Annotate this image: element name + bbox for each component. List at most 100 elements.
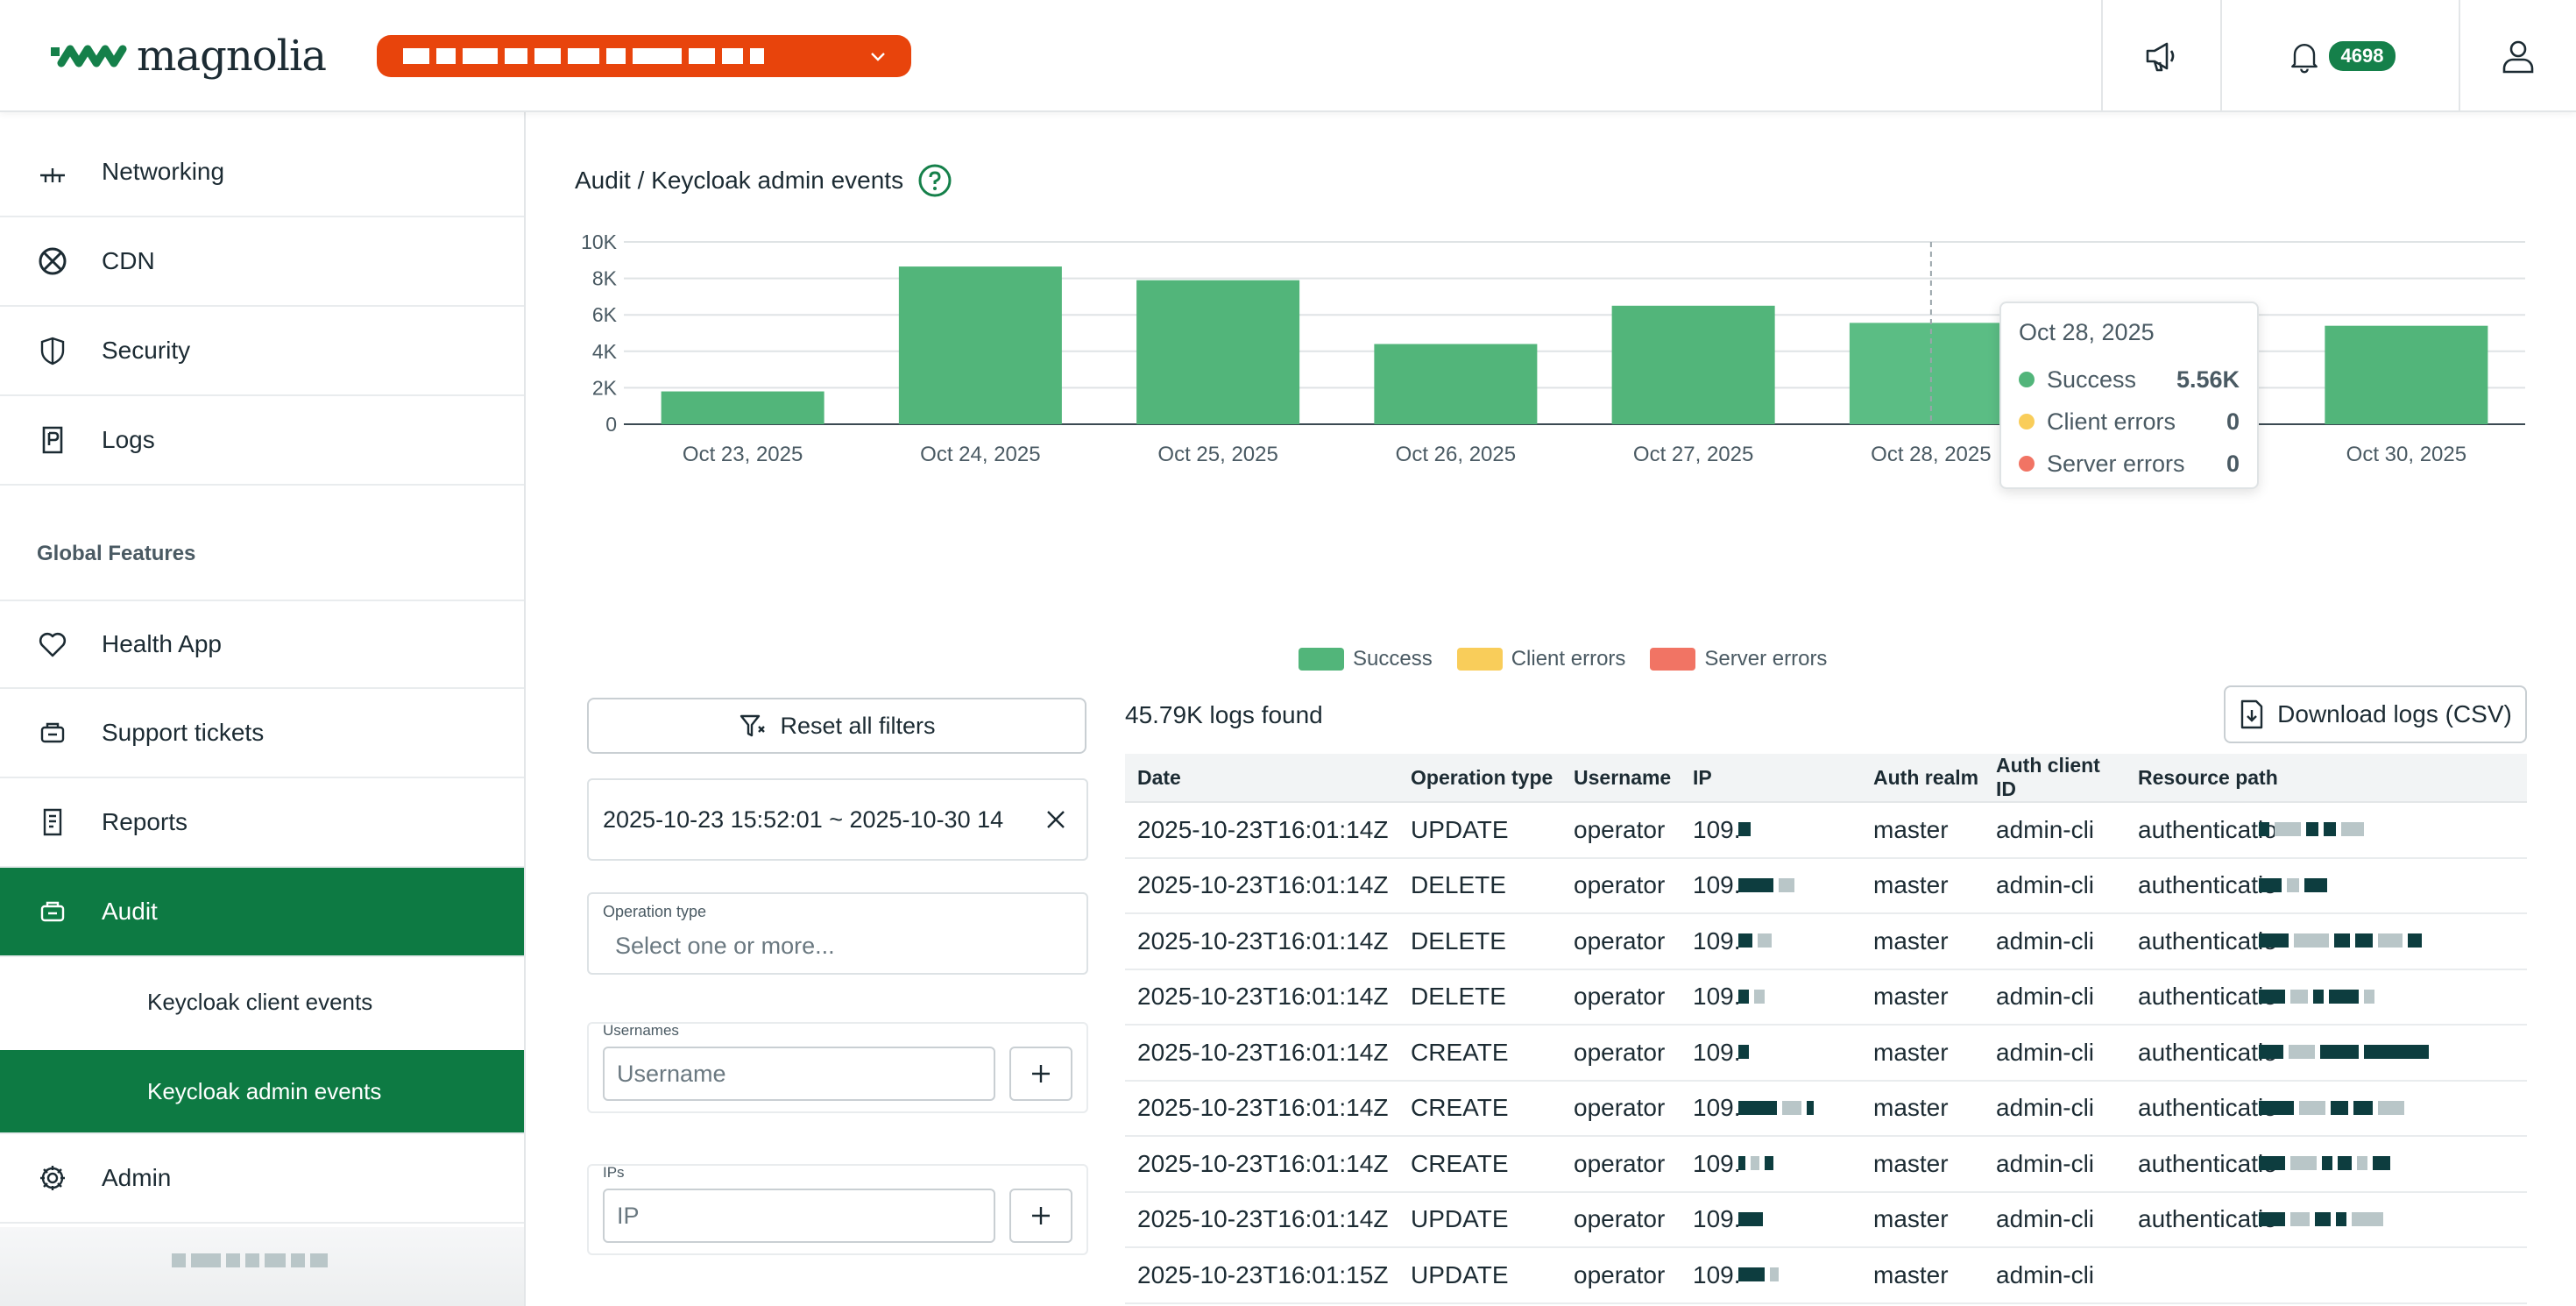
notifications-button[interactable]: 4698 xyxy=(2220,0,2459,112)
legend-swatch xyxy=(1650,648,1696,671)
reset-filters-button[interactable]: Reset all filters xyxy=(587,698,1086,754)
sidebar-item-admin[interactable]: Admin xyxy=(0,1134,524,1224)
cell-resource-path: authenticatio xyxy=(2138,815,2277,843)
cell-date: 2025-10-23T16:01:14Z xyxy=(1137,871,1389,899)
project-selector[interactable] xyxy=(377,35,911,77)
cell-resource-path: authenticatio xyxy=(2138,1149,2277,1177)
column-header-operation-type[interactable]: Operation type xyxy=(1411,765,1553,789)
table-row[interactable]: 2025-10-23T16:01:15Z UPDATE operator 109. ma… xyxy=(1125,1248,2527,1304)
legend-item-server-errors[interactable]: Server errors xyxy=(1650,647,1827,671)
cell-username: operator xyxy=(1574,983,1666,1011)
y-tick-label: 0 xyxy=(605,413,617,436)
ticket-icon xyxy=(35,715,70,750)
redacted-ip xyxy=(1738,877,1794,892)
sidebar-item-security[interactable]: Security xyxy=(0,307,524,396)
column-header-ip[interactable]: IP xyxy=(1693,765,1712,789)
plus-icon xyxy=(1032,1065,1050,1082)
cell-date: 2025-10-23T16:01:14Z xyxy=(1137,1094,1389,1122)
user-menu-button[interactable] xyxy=(2459,0,2576,112)
cell-date: 2025-10-23T16:01:15Z xyxy=(1137,1260,1389,1288)
operation-type-select[interactable]: Operation type Select one or more... xyxy=(587,892,1088,975)
filter-reset-icon xyxy=(740,714,766,737)
gear-icon xyxy=(35,1160,70,1196)
redacted-ip xyxy=(1738,989,1765,1004)
table-row[interactable]: 2025-10-23T16:01:14Z UPDATE operator 109. ma… xyxy=(1125,1193,2527,1248)
bar-success xyxy=(661,391,824,424)
table-body: 2025-10-23T16:01:14Z UPDATE operator 109. ma… xyxy=(1125,803,2527,1304)
cell-date: 2025-10-23T16:01:14Z xyxy=(1137,1205,1389,1233)
client-errors-dot-icon xyxy=(2019,414,2035,429)
logo-text: magnolia xyxy=(137,32,327,81)
download-logs-button[interactable]: Download logs (CSV) xyxy=(2224,685,2527,743)
cell-resource-path: authenticatio xyxy=(2138,871,2277,899)
column-header-date[interactable]: Date xyxy=(1137,765,1181,789)
x-tick-label: Oct 27, 2025 xyxy=(1633,443,1753,466)
column-header-resource-path[interactable]: Resource path xyxy=(2138,765,2278,789)
clear-date-icon[interactable] xyxy=(1043,806,1069,833)
add-ip-button[interactable] xyxy=(1009,1189,1072,1243)
main-content: Audit / Keycloak admin events 0 2K 4K 6K 8K 1… xyxy=(527,112,2576,1306)
ip-input[interactable]: IP xyxy=(603,1189,995,1243)
table-row[interactable]: 2025-10-23T16:01:14Z CREATE operator 109. ma… xyxy=(1125,1082,2527,1137)
cell-resource-path: authenticatio xyxy=(2138,926,2277,955)
cell-ip: 109. xyxy=(1693,1260,1741,1288)
section-title-global-features: Global Features xyxy=(37,542,196,565)
legend-item-client-errors[interactable]: Client errors xyxy=(1456,647,1625,671)
table-row[interactable]: 2025-10-23T16:01:14Z CREATE operator 109. ma… xyxy=(1125,1026,2527,1082)
sidebar-footer xyxy=(0,1227,524,1306)
sidebar-item-audit[interactable]: Audit xyxy=(0,868,524,957)
help-icon[interactable] xyxy=(917,163,952,198)
add-username-button[interactable] xyxy=(1009,1047,1072,1101)
table-row[interactable]: 2025-10-23T16:01:14Z DELETE operator 109. ma… xyxy=(1125,859,2527,914)
cell-auth-realm: master xyxy=(1873,983,1949,1011)
sidebar-item-networking[interactable]: Networking xyxy=(0,112,524,217)
redacted-resource-path xyxy=(2259,1100,2404,1115)
sidebar-item-keycloak-admin-events[interactable]: Keycloak admin events xyxy=(0,1050,524,1134)
redacted-resource-path xyxy=(2259,1156,2390,1170)
y-tick-label: 8K xyxy=(592,267,618,290)
legend-item-success[interactable]: Success xyxy=(1299,647,1433,671)
magnolia-logo[interactable]: magnolia xyxy=(49,32,327,81)
column-header-auth-realm[interactable]: Auth realm xyxy=(1873,765,1979,789)
cell-ip: 109. xyxy=(1693,926,1741,955)
table-row[interactable]: 2025-10-23T16:01:14Z CREATE operator 109. ma… xyxy=(1125,1137,2527,1193)
sidebar-item-label: Health App xyxy=(102,630,222,657)
sidebar-item-logs[interactable]: Logs xyxy=(0,396,524,486)
bell-icon xyxy=(2290,44,2318,74)
sidebar-item-cdn[interactable]: CDN xyxy=(0,217,524,307)
sidebar-item-keycloak-client-events[interactable]: Keycloak client events xyxy=(0,957,524,1047)
x-tick-label: Oct 24, 2025 xyxy=(920,443,1040,466)
cell-date: 2025-10-23T16:01:14Z xyxy=(1137,1038,1389,1066)
success-dot-icon xyxy=(2019,372,2035,387)
cell-date: 2025-10-23T16:01:14Z xyxy=(1137,815,1389,843)
tooltip-row-server-errors: Server errors 0 xyxy=(2019,443,2240,485)
username-input[interactable]: Username xyxy=(603,1047,995,1101)
table-row[interactable]: 2025-10-23T16:01:14Z DELETE operator 109. ma… xyxy=(1125,970,2527,1026)
cell-auth-client-id: admin-cli xyxy=(1996,983,2095,1011)
redacted-project-name xyxy=(403,48,764,64)
cell-operation-type: DELETE xyxy=(1411,871,1506,899)
cell-auth-client-id: admin-cli xyxy=(1996,1094,2095,1122)
cell-resource-path: authenticatio xyxy=(2138,1038,2277,1066)
announcements-button[interactable] xyxy=(2101,0,2220,112)
sidebar-item-support-tickets[interactable]: Support tickets xyxy=(0,689,524,778)
cell-resource-path: authenticatio xyxy=(2138,983,2277,1011)
notifications-badge: 4698 xyxy=(2328,41,2396,71)
sidebar-item-label: Keycloak admin events xyxy=(147,1077,382,1104)
x-tick-label: Oct 25, 2025 xyxy=(1157,443,1277,466)
page-title-text: Audit / Keycloak admin events xyxy=(575,167,904,194)
sidebar-item-health-app[interactable]: Health App xyxy=(0,600,524,689)
tooltip-label: Server errors xyxy=(2047,450,2185,477)
date-range-field[interactable]: 2025-10-23 15:52:01 ~ 2025-10-30 14 xyxy=(587,778,1088,861)
column-header-auth-client-id[interactable]: Auth client ID xyxy=(1996,754,2100,800)
column-header-username[interactable]: Username xyxy=(1574,765,1672,789)
table-row[interactable]: 2025-10-23T16:01:14Z DELETE operator 109. ma… xyxy=(1125,914,2527,970)
redacted-ip xyxy=(1738,1045,1749,1059)
sidebar-item-reports[interactable]: Reports xyxy=(0,778,524,868)
sidebar-item-label: Logs xyxy=(102,426,155,453)
cell-auth-realm: master xyxy=(1873,1260,1949,1288)
cell-operation-type: UPDATE xyxy=(1411,1205,1509,1233)
cell-auth-realm: master xyxy=(1873,1094,1949,1122)
sidebar: Networking CDN Security Logs Global Feat… xyxy=(0,112,526,1306)
table-row[interactable]: 2025-10-23T16:01:14Z UPDATE operator 109. ma… xyxy=(1125,803,2527,859)
